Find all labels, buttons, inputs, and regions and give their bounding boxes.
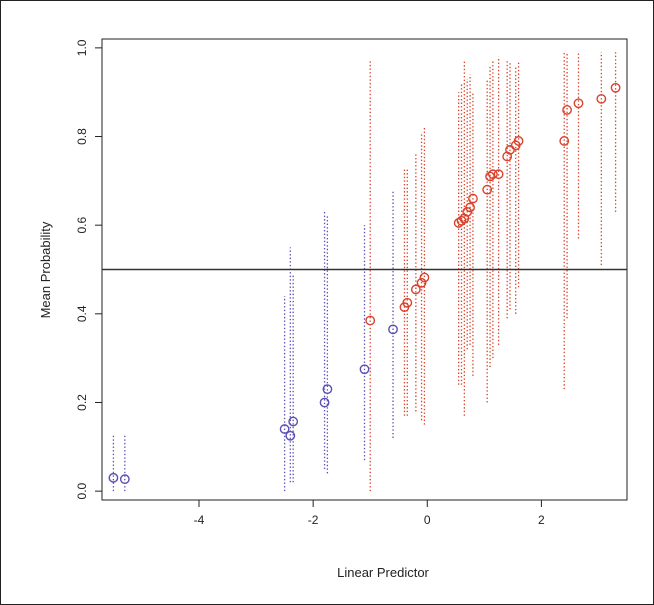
data-point (388, 324, 398, 335)
data-point (416, 277, 427, 288)
y-tick-label: 0.2 (75, 394, 89, 411)
data-point (493, 169, 504, 180)
data-point (573, 98, 584, 109)
data-point (465, 202, 475, 213)
data-point (456, 215, 467, 226)
y-tick-label: 0.0 (75, 482, 89, 499)
x-axis-title: Linear Predictor (337, 565, 429, 580)
data-point (288, 416, 299, 427)
data-point (410, 284, 421, 295)
data-point (402, 297, 413, 308)
data-point (322, 384, 333, 395)
data-point (119, 474, 130, 485)
x-tick-label: 2 (538, 513, 545, 527)
x-tick-label: -4 (194, 513, 205, 527)
data-point (482, 184, 493, 195)
x-axis: -4 -2 0 2 (194, 500, 545, 527)
data-point (359, 364, 370, 375)
data-point (596, 93, 607, 104)
data-point (468, 193, 478, 204)
data-point (562, 105, 572, 115)
data-point (487, 169, 498, 180)
data-point (365, 315, 376, 326)
data-point (419, 272, 430, 283)
y-tick-label: 0.8 (75, 128, 89, 145)
data-point (279, 424, 290, 434)
data-point (559, 136, 570, 146)
data-point (108, 472, 119, 483)
y-axis: 0.0 0.2 0.4 0.6 0.8 1.0 (75, 39, 102, 499)
series-layer (102, 52, 627, 492)
data-point (610, 82, 621, 93)
y-tick-label: 0.4 (75, 305, 89, 322)
x-tick-label: 0 (424, 513, 431, 527)
data-point (285, 430, 296, 441)
y-axis-title: Mean Probability (38, 221, 53, 318)
data-point (513, 136, 524, 146)
y-tick-label: 1.0 (75, 39, 89, 56)
x-tick-label: -2 (308, 513, 319, 527)
y-tick-label: 0.6 (75, 217, 89, 234)
data-point (319, 397, 330, 408)
